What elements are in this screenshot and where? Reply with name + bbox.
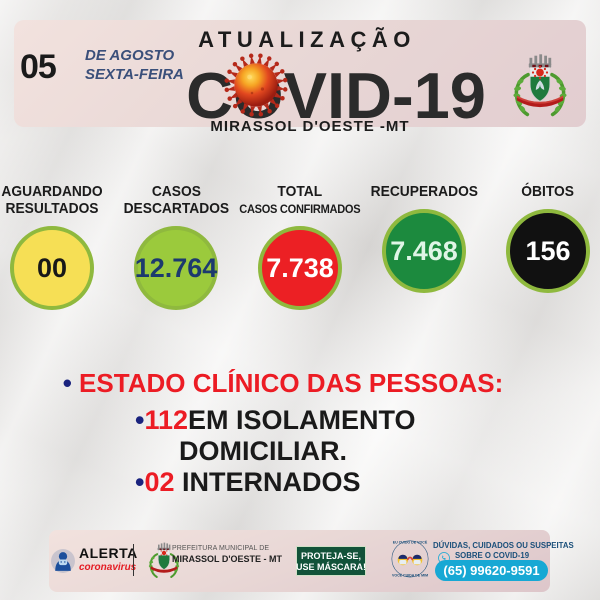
svg-text:EU CUIDO DE VOCÊ: EU CUIDO DE VOCÊ xyxy=(393,540,428,545)
svg-text:VOCÊ CUIDA DE MIM: VOCÊ CUIDA DE MIM xyxy=(392,573,428,578)
